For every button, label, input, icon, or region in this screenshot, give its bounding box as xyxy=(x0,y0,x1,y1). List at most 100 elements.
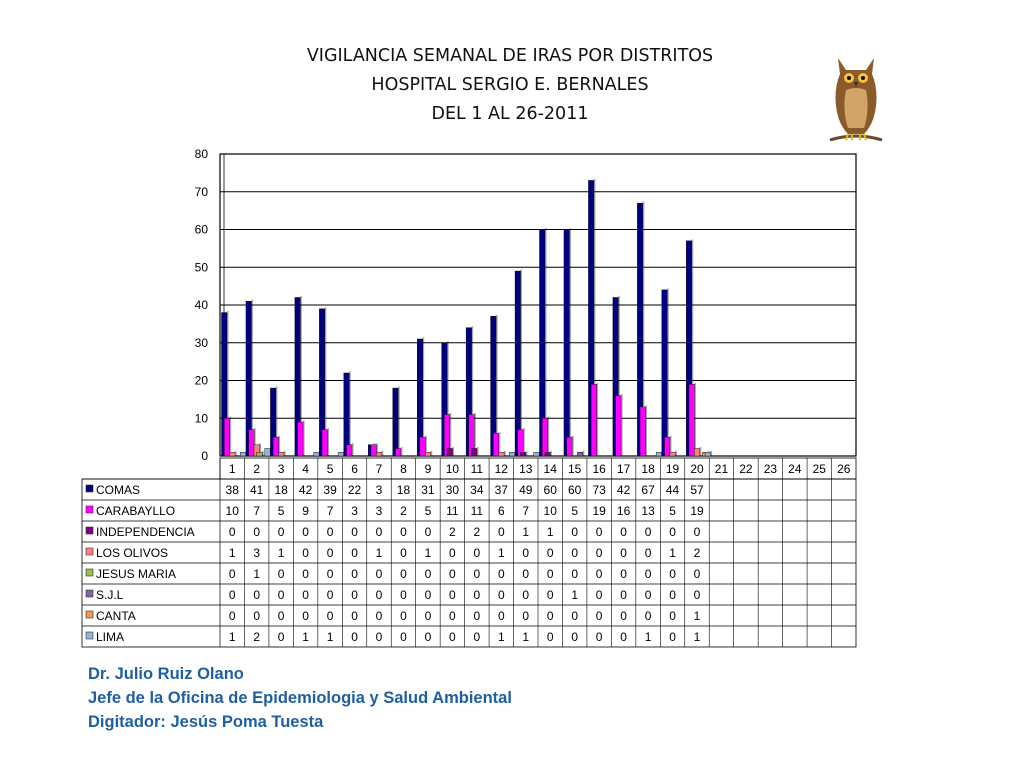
bar xyxy=(223,418,230,457)
bar-shade xyxy=(303,420,305,456)
table-cell-value: 0 xyxy=(327,567,334,581)
y-tick-label: 40 xyxy=(195,298,209,312)
table-cell-value: 1 xyxy=(229,546,236,560)
table-cell-value: 73 xyxy=(592,483,606,497)
footer-role: Jefe de la Oficina de Epidemiologia y Sa… xyxy=(88,689,512,707)
bar xyxy=(264,448,271,457)
bar-shade xyxy=(400,446,403,456)
table-cell-value: 0 xyxy=(376,609,383,623)
table-cell-value: 0 xyxy=(596,567,603,581)
bar-shade xyxy=(593,178,596,457)
bar xyxy=(704,452,711,457)
legend-swatch xyxy=(85,484,94,493)
x-tick-label: 19 xyxy=(666,462,680,476)
table-cell-value: 0 xyxy=(498,567,505,581)
table-cell-value: 0 xyxy=(400,525,407,539)
table-cell-value: 0 xyxy=(645,588,652,602)
table-cell-value: 34 xyxy=(470,483,484,497)
x-tick-label: 18 xyxy=(641,462,655,476)
bar-shade xyxy=(520,269,523,456)
table-cell-value: 0 xyxy=(571,609,578,623)
x-tick-label: 25 xyxy=(813,462,827,476)
bar-shade xyxy=(430,450,433,456)
bar-shade xyxy=(327,428,330,456)
table-cell-value: 31 xyxy=(421,483,435,497)
footer: Dr. Julio Ruiz Olano Jefe de la Oficina … xyxy=(88,662,512,734)
legend-label: COMAS xyxy=(96,483,140,497)
bar-shade xyxy=(452,446,455,456)
bar xyxy=(346,444,353,457)
table-cell-value: 0 xyxy=(425,567,432,581)
y-tick-label: 10 xyxy=(195,411,209,425)
table-cell-value: 2 xyxy=(400,504,407,518)
bar-shade xyxy=(422,337,425,456)
table-cell-value: 1 xyxy=(522,525,529,539)
bar-shade xyxy=(710,450,713,456)
table-cell-value: 0 xyxy=(376,588,383,602)
table-cell-value: 0 xyxy=(229,609,236,623)
table-cell-value: 0 xyxy=(620,525,627,539)
table-cell-value: 0 xyxy=(327,546,334,560)
table-cell-value: 0 xyxy=(327,588,334,602)
legend-swatch xyxy=(85,589,94,598)
x-tick-label: 8 xyxy=(400,462,407,476)
table-cell-value: 1 xyxy=(669,546,676,560)
table-cell-value: 0 xyxy=(351,609,358,623)
table-cell-value: 22 xyxy=(348,483,362,497)
table-cell-value: 0 xyxy=(449,609,456,623)
bar xyxy=(256,452,263,457)
table-cell-value: 0 xyxy=(302,546,309,560)
table-cell-value: 2 xyxy=(253,630,260,644)
table-cell-value: 0 xyxy=(400,546,407,560)
table-cell-value: 1 xyxy=(302,630,309,644)
table-cell-value: 0 xyxy=(474,630,481,644)
x-tick-label: 7 xyxy=(376,462,383,476)
bar-shade xyxy=(550,450,552,456)
bar xyxy=(688,384,695,457)
table-cell-value: 1 xyxy=(253,567,260,581)
bar-shade xyxy=(300,295,302,456)
table-cell-value: 0 xyxy=(547,630,554,644)
bar xyxy=(425,452,431,457)
bar-shade xyxy=(523,428,525,456)
table-cell-value: 0 xyxy=(449,630,456,644)
x-tick-label: 6 xyxy=(351,462,358,476)
x-tick-label: 2 xyxy=(253,462,260,476)
table-cell-value: 0 xyxy=(669,588,676,602)
table-cell-value: 0 xyxy=(620,609,627,623)
bar-shade xyxy=(474,412,476,456)
bar xyxy=(664,436,671,457)
legend-label: LIMA xyxy=(96,630,124,644)
table-cell-value: 1 xyxy=(229,630,236,644)
bar xyxy=(343,372,350,457)
bar xyxy=(446,448,453,457)
bar-shade xyxy=(572,435,574,456)
bar-shade xyxy=(621,394,623,456)
table-cell-value: 0 xyxy=(376,567,383,581)
bar xyxy=(655,452,662,457)
table-cell-value: 3 xyxy=(253,546,260,560)
table-cell-value: 0 xyxy=(694,525,701,539)
table-cell-value: 19 xyxy=(592,504,606,518)
bar-shade xyxy=(691,239,694,456)
table-cell-value: 0 xyxy=(400,609,407,623)
legend-swatch xyxy=(85,631,94,640)
table-cell-value: 0 xyxy=(351,525,358,539)
table-cell-value: 0 xyxy=(449,567,456,581)
table-cell-value: 0 xyxy=(327,609,334,623)
bar-shade xyxy=(262,450,264,456)
legend-label: JESUS MARIA xyxy=(96,567,176,581)
table-cell-value: 0 xyxy=(596,546,603,560)
table-cell-value: 0 xyxy=(669,567,676,581)
bar xyxy=(392,387,399,457)
table-cell-value: 60 xyxy=(544,483,558,497)
table-cell-value: 0 xyxy=(400,588,407,602)
bar xyxy=(639,406,646,457)
table-cell-value: 0 xyxy=(498,609,505,623)
table-cell-value: 0 xyxy=(474,567,481,581)
table-cell-value: 0 xyxy=(645,567,652,581)
x-tick-label: 9 xyxy=(425,462,432,476)
bar-shade xyxy=(545,228,547,456)
x-tick-label: 13 xyxy=(519,462,533,476)
